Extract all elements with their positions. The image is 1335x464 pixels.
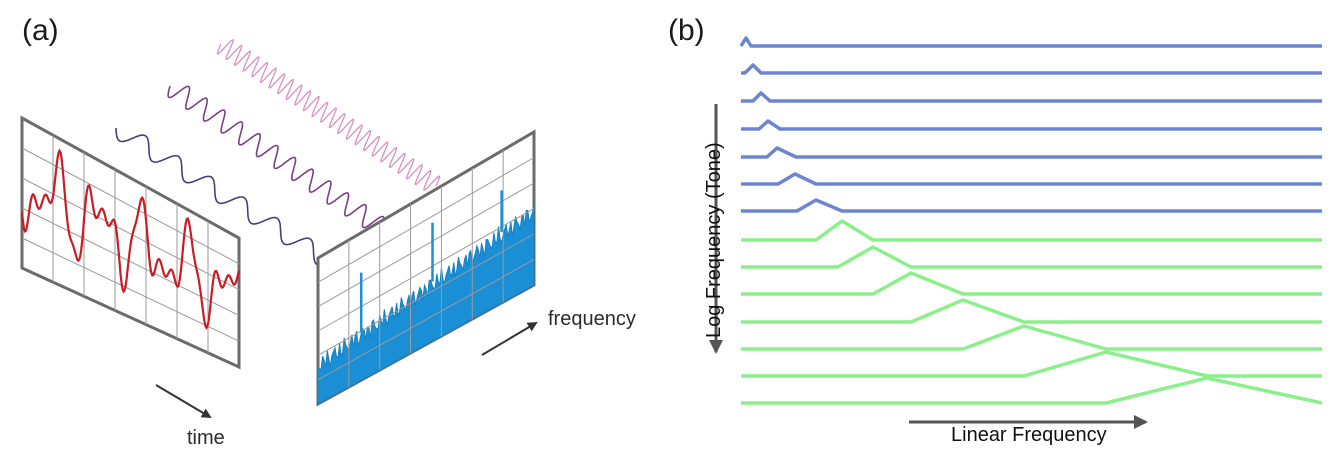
filter-line: [741, 271, 1322, 296]
filter-line: [741, 198, 1322, 213]
filter-line: [741, 119, 1322, 131]
log-frequency-label: Log Frequency (Tone): [703, 142, 725, 338]
time-domain-panel: [20, 115, 241, 370]
sinusoid-wave: [167, 85, 385, 229]
filter-line: [741, 350, 1322, 378]
sinusoid-wave: [216, 39, 441, 191]
filter-line: [741, 324, 1322, 351]
time-axis-label: time: [187, 427, 225, 449]
grid-line: [21, 147, 240, 265]
filter-bank-lines: [739, 36, 1323, 405]
grid-line: [21, 237, 240, 342]
grid-line: [21, 177, 240, 291]
grid-line: [317, 182, 535, 308]
spectrum-area: [317, 204, 535, 405]
grid-line: [21, 207, 240, 316]
frequency-domain-panel: [316, 129, 536, 407]
filter-line: [739, 36, 1322, 48]
grid-line: [317, 259, 535, 381]
grid-line: [317, 157, 535, 283]
filter-line: [741, 219, 1322, 242]
panel-a-label: (a): [22, 14, 59, 47]
filter-line: [741, 63, 1322, 75]
sinusoid-components: [115, 39, 441, 266]
filter-line: [741, 298, 1322, 324]
filter-line: [741, 146, 1322, 159]
grid-line: [317, 208, 535, 332]
filter-line: [741, 91, 1322, 103]
sinusoid-wave: [115, 128, 331, 266]
frequency-axis-label: frequency: [548, 308, 636, 330]
time-signal-curve: [20, 148, 241, 330]
frequency-arrow: [481, 321, 538, 356]
grid-line: [317, 233, 535, 356]
filter-line: [741, 245, 1322, 269]
panel-b-label: (b): [668, 14, 705, 47]
filter-line: [741, 172, 1322, 186]
frequency-panel-grid: [317, 150, 535, 387]
linear-frequency-label: Linear Frequency: [951, 424, 1107, 446]
filter-line: [741, 376, 1323, 405]
time-arrow: [155, 384, 212, 419]
